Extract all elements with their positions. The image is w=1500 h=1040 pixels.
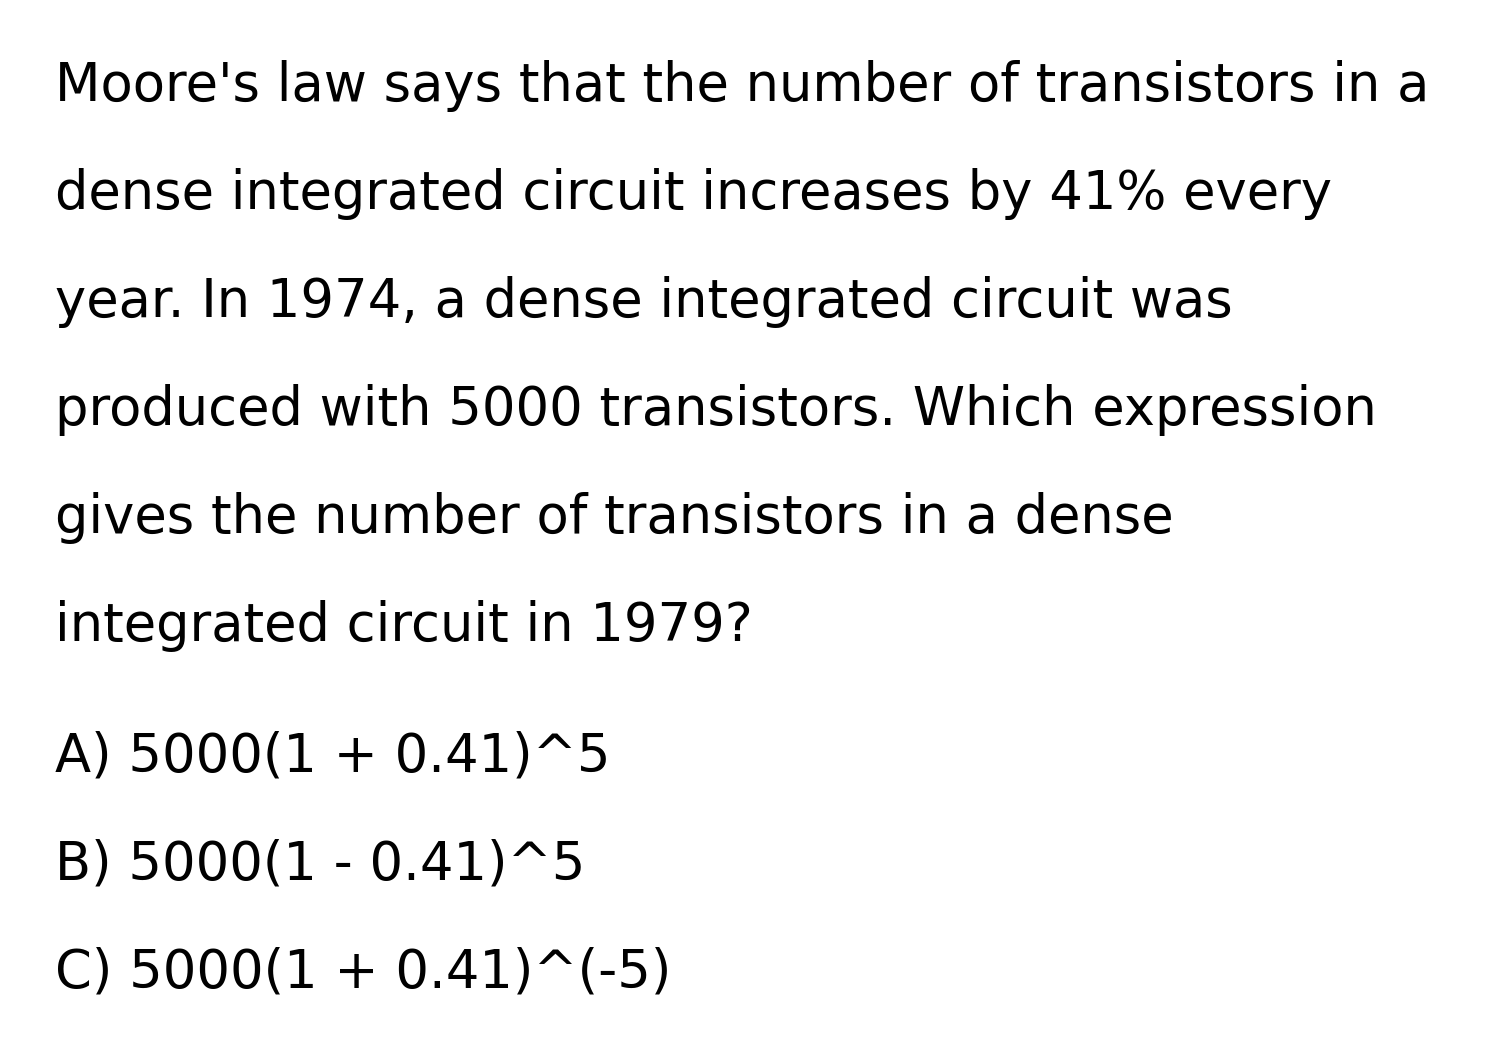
Text: B) 5000(1 - 0.41)^5: B) 5000(1 - 0.41)^5 — [56, 838, 585, 890]
Text: gives the number of transistors in a dense: gives the number of transistors in a den… — [56, 492, 1173, 544]
Text: dense integrated circuit increases by 41% every: dense integrated circuit increases by 41… — [56, 168, 1332, 220]
Text: year. In 1974, a dense integrated circuit was: year. In 1974, a dense integrated circui… — [56, 276, 1233, 328]
Text: produced with 5000 transistors. Which expression: produced with 5000 transistors. Which ex… — [56, 384, 1377, 436]
Text: integrated circuit in 1979?: integrated circuit in 1979? — [56, 600, 753, 652]
Text: C) 5000(1 + 0.41)^(-5): C) 5000(1 + 0.41)^(-5) — [56, 946, 672, 998]
Text: A) 5000(1 + 0.41)^5: A) 5000(1 + 0.41)^5 — [56, 730, 610, 782]
Text: Moore's law says that the number of transistors in a: Moore's law says that the number of tran… — [56, 60, 1430, 112]
